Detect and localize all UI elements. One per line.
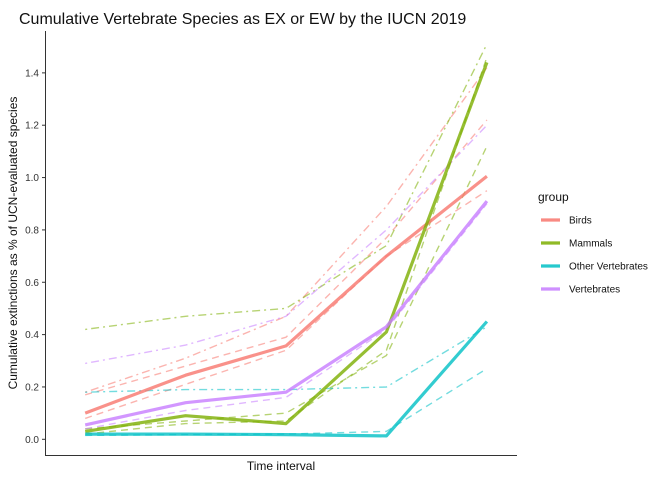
series-line-birds — [84, 175, 488, 415]
chart-title: Cumulative Vertebrate Species as EX or E… — [19, 11, 466, 28]
x-axis-title: Time interval — [247, 459, 315, 473]
y-tick-label: 0.0 — [25, 435, 39, 446]
main-series-lines — [84, 61, 489, 438]
legend-title: group — [538, 190, 569, 204]
series-line-vertebrates — [84, 200, 489, 427]
series-line-other-vertebrates — [85, 320, 489, 438]
legend-label: Birds — [569, 216, 592, 227]
secondary-line-birds — [84, 67, 488, 393]
y-axis-title: Cumulative extinctions as % of UCN-evalu… — [6, 97, 20, 390]
y-tick-label: 1.4 — [25, 68, 39, 79]
secondary-line-birds — [84, 190, 488, 420]
y-tick-label: 0.8 — [25, 225, 39, 236]
secondary-lines — [84, 43, 488, 437]
secondary-line-vertebrates — [85, 124, 488, 365]
series-line-mammals — [84, 61, 489, 433]
legend: group Birds Mammals Other Vertebrates Verte… — [538, 190, 648, 296]
secondary-line-vertebrates — [85, 203, 488, 430]
secondary-line-other-vertebrates — [85, 326, 488, 393]
legend-label: Vertebrates — [569, 285, 620, 296]
secondary-line-other-vertebrates — [85, 368, 488, 437]
y-tick-label: 1.0 — [25, 173, 39, 184]
secondary-line-birds — [85, 119, 488, 396]
legend-label: Mammals — [569, 239, 612, 250]
y-tick-label: 0.2 — [25, 382, 39, 393]
secondary-line-mammals — [85, 43, 488, 331]
y-axis-ticks: 0.0 0.2 0.4 0.6 0.8 1.0 1.2 1.4 — [25, 68, 45, 446]
legend-label: Other Vertebrates — [569, 262, 648, 273]
y-tick-label: 0.4 — [25, 330, 39, 341]
y-tick-label: 0.6 — [25, 278, 39, 289]
y-tick-label: 1.2 — [25, 121, 39, 132]
